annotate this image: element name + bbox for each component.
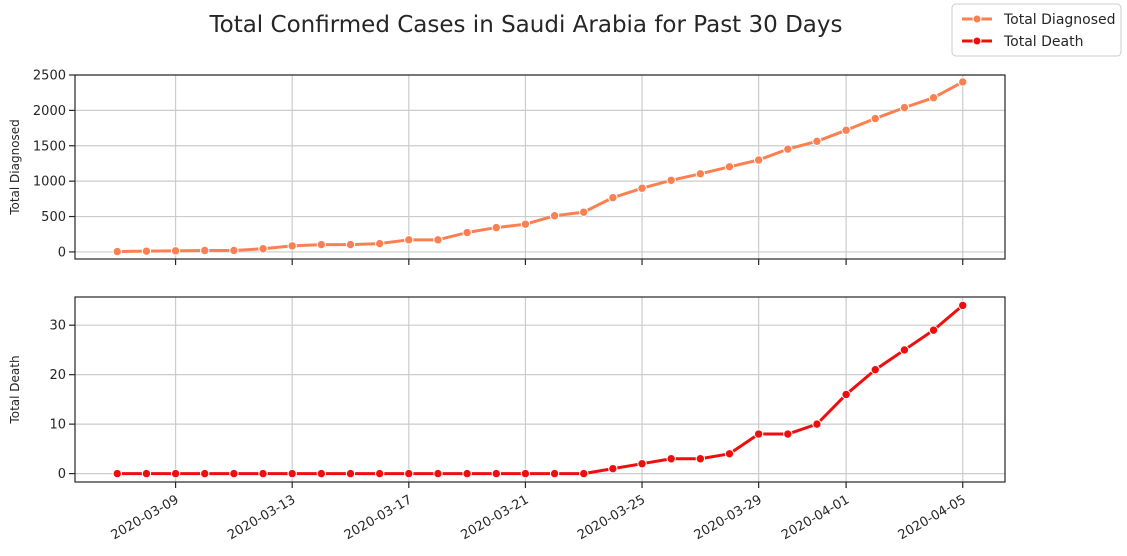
death-ytick-label: 0 bbox=[58, 467, 66, 482]
death-data-point bbox=[695, 454, 706, 464]
diagnosed-data-point bbox=[345, 239, 356, 250]
diagnosed-data-point bbox=[287, 241, 297, 251]
legend-marker-total-diagnosed bbox=[972, 14, 982, 24]
diagnosed-data-point bbox=[753, 155, 764, 165]
diagnosed-panel: 0 500 1000 1500 2000 2500 Total Diagnosed bbox=[8, 69, 1006, 265]
death-data-point bbox=[345, 468, 356, 479]
death-data-point bbox=[112, 468, 122, 479]
death-data-point bbox=[170, 468, 181, 479]
death-data-point bbox=[316, 468, 327, 479]
legend-marker-total-death bbox=[972, 36, 982, 46]
death-axes-frame bbox=[74, 296, 1006, 483]
death-series-line bbox=[115, 303, 965, 476]
diagnosed-data-point bbox=[374, 238, 385, 249]
diagnosed-ytick-label: 1500 bbox=[33, 139, 66, 154]
diagnosed-data-point bbox=[928, 93, 939, 103]
death-data-point bbox=[433, 468, 443, 479]
diagnosed-ytick-label: 2000 bbox=[33, 104, 66, 119]
death-panel: 0 10 20 30 Total Death 2020-03-09 2020-03-13 20… bbox=[8, 296, 1006, 543]
death-data-point bbox=[841, 389, 851, 400]
diagnosed-data-point bbox=[491, 222, 501, 233]
death-data-point bbox=[870, 365, 880, 375]
diagnosed-data-point bbox=[520, 219, 531, 229]
death-data-point bbox=[783, 429, 793, 439]
death-data-point bbox=[491, 468, 501, 479]
death-ylabel: Total Death bbox=[8, 355, 22, 424]
diagnosed-data-point bbox=[637, 183, 647, 193]
chart-title: Total Confirmed Cases in Saudi Arabia fo… bbox=[208, 12, 842, 38]
legend-label-total-diagnosed: Total Diagnosed bbox=[1003, 12, 1116, 28]
diagnosed-data-point bbox=[549, 211, 560, 221]
death-data-point bbox=[724, 449, 735, 459]
death-data-point bbox=[462, 468, 472, 479]
diagnosed-data-point bbox=[841, 125, 851, 135]
death-data-point bbox=[579, 468, 589, 479]
death-data-point bbox=[229, 468, 239, 479]
death-ytick-label: 20 bbox=[49, 368, 66, 383]
legend: Total Diagnosed Total Death bbox=[951, 3, 1122, 57]
diagnosed-ylabel: Total Diagnosed bbox=[8, 119, 22, 216]
diagnosed-ytick-label: 500 bbox=[41, 210, 66, 225]
death-data-point bbox=[549, 468, 560, 479]
diagnosed-data-point bbox=[316, 239, 327, 250]
diagnosed-data-point bbox=[258, 244, 268, 254]
legend-frame bbox=[951, 3, 1122, 57]
death-data-point bbox=[812, 419, 822, 429]
death-data-point bbox=[141, 468, 152, 479]
death-xtick-label: 2020-03-21 bbox=[458, 492, 531, 543]
diagnosed-axes-frame bbox=[74, 74, 1006, 260]
diagnosed-data-point bbox=[229, 245, 239, 256]
diagnosed-data-point bbox=[608, 192, 618, 203]
death-xtick-label: 2020-03-29 bbox=[692, 492, 765, 543]
diagnosed-data-point bbox=[141, 246, 152, 256]
death-data-point bbox=[666, 454, 676, 464]
diagnosed-ytick-label: 2500 bbox=[33, 69, 66, 84]
diagnosed-data-point bbox=[695, 169, 706, 179]
death-data-point bbox=[899, 345, 910, 355]
diagnosed-ytick-label: 1000 bbox=[33, 175, 66, 190]
death-data-point bbox=[404, 468, 414, 479]
death-data-point bbox=[520, 468, 531, 479]
death-data-point bbox=[637, 459, 647, 469]
diagnosed-data-point bbox=[899, 102, 910, 113]
diagnosed-data-point bbox=[462, 227, 472, 238]
death-xtick-label: 2020-03-25 bbox=[575, 492, 648, 543]
death-xtick-label: 2020-03-09 bbox=[109, 492, 182, 543]
legend-label-total-death: Total Death bbox=[1003, 34, 1083, 50]
diagnosed-data-point bbox=[200, 245, 210, 256]
death-data-point bbox=[608, 463, 618, 474]
diagnosed-data-point bbox=[812, 136, 822, 147]
diagnosed-plot-area bbox=[75, 75, 1005, 259]
diagnosed-data-point bbox=[579, 207, 589, 217]
diagnosed-data-point bbox=[170, 246, 181, 256]
diagnosed-data-point bbox=[783, 144, 793, 154]
death-data-point bbox=[928, 325, 939, 335]
death-data-point bbox=[200, 468, 210, 479]
diagnosed-series-line bbox=[115, 80, 965, 254]
diagnosed-data-point bbox=[958, 77, 968, 87]
death-ytick-label: 30 bbox=[49, 319, 66, 334]
diagnosed-ytick-label: 0 bbox=[58, 245, 66, 260]
diagnosed-data-point bbox=[404, 235, 414, 245]
death-data-point bbox=[258, 468, 268, 479]
death-data-point bbox=[374, 468, 385, 479]
diagnosed-data-point bbox=[666, 175, 676, 186]
death-data-point bbox=[958, 300, 968, 311]
death-data-point bbox=[287, 468, 297, 479]
diagnosed-data-point bbox=[112, 246, 122, 257]
diagnosed-data-point bbox=[433, 235, 443, 245]
diagnosed-data-point bbox=[870, 113, 880, 124]
diagnosed-data-point bbox=[724, 162, 735, 172]
death-xtick-label: 2020-03-13 bbox=[225, 492, 298, 543]
death-xtick-label: 2020-04-01 bbox=[779, 492, 852, 543]
death-data-point bbox=[753, 429, 764, 439]
death-xtick-label: 2020-03-17 bbox=[342, 492, 415, 543]
death-xtick-label: 2020-04-05 bbox=[896, 492, 969, 543]
death-ytick-label: 10 bbox=[49, 418, 66, 433]
